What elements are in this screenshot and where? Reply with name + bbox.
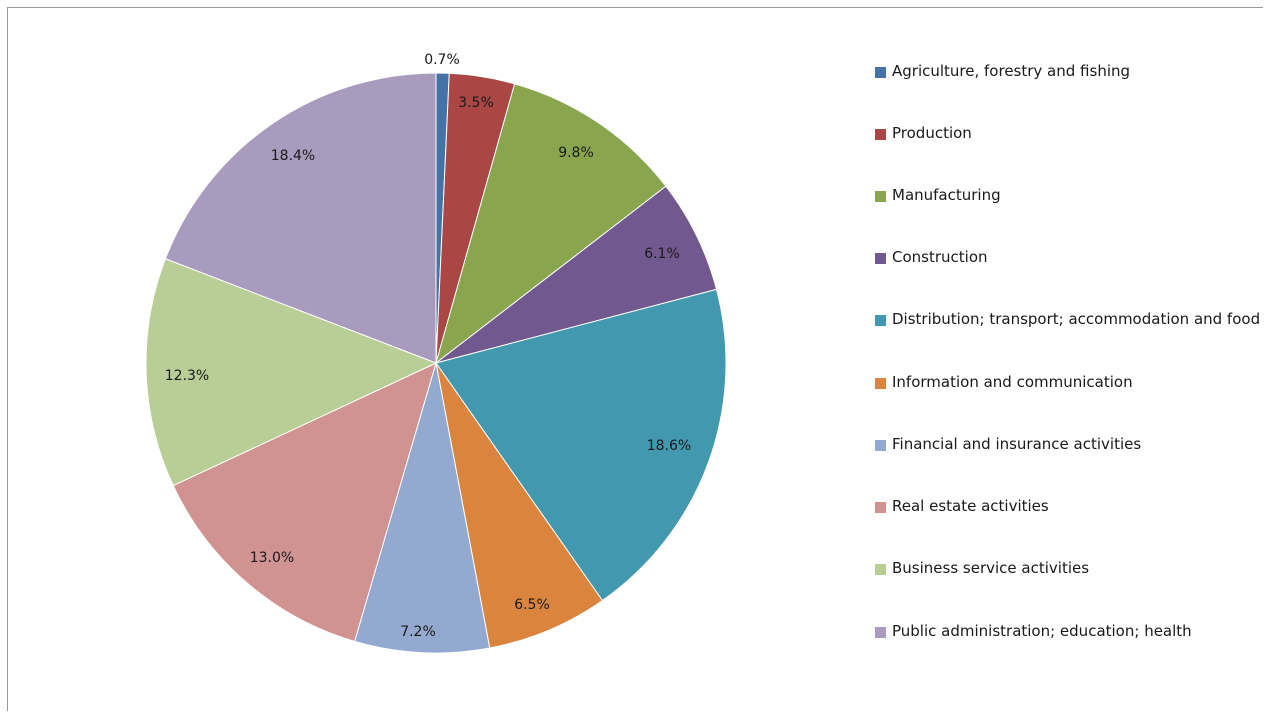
slice-value-label: 0.7%	[424, 52, 460, 68]
legend-swatch	[875, 191, 886, 202]
legend-swatch	[875, 440, 886, 451]
legend-label: Manufacturing	[892, 186, 1001, 204]
legend-label: Real estate activities	[892, 497, 1049, 515]
legend-swatch	[875, 129, 886, 140]
legend-item: Financial and insurance activities	[875, 432, 1261, 457]
legend-label: Business service activities	[892, 559, 1090, 577]
legend-label: Financial and insurance activities	[892, 435, 1142, 453]
legend-item: Production	[875, 121, 1261, 146]
slice-value-label: 9.8%	[558, 145, 594, 161]
legend-item: Real estate activities	[875, 494, 1261, 519]
pie-slice	[435, 362, 604, 649]
legend-label: Production	[892, 124, 972, 142]
legend-label: Agriculture, forestry and fishing	[892, 62, 1131, 80]
pie-slice	[354, 362, 491, 654]
legend-item: Public administration; education; health	[875, 619, 1261, 644]
legend-swatch	[875, 315, 886, 326]
pie-slice	[172, 362, 437, 642]
legend-label: Distribution; transport; accommodation a…	[892, 310, 1261, 328]
legend-item: Construction	[875, 245, 1261, 270]
slice-value-label: 6.1%	[644, 246, 680, 262]
legend-label: Public administration; education; health	[892, 622, 1192, 640]
legend-swatch	[875, 564, 886, 575]
legend-item: Distribution; transport; accommodation a…	[875, 307, 1261, 332]
legend-label: Construction	[892, 248, 988, 266]
legend-item: Information and communication	[875, 370, 1261, 395]
legend-label: Information and communication	[892, 373, 1133, 391]
legend-swatch	[875, 253, 886, 264]
pie-slice	[435, 83, 667, 365]
pie-slice	[164, 72, 437, 364]
pie-slice	[435, 288, 727, 602]
slice-value-label: 3.5%	[458, 95, 494, 111]
legend-swatch	[875, 67, 886, 78]
legend-swatch	[875, 502, 886, 513]
legend-swatch	[875, 627, 886, 638]
pie-slice	[145, 258, 438, 487]
legend-item: Business service activities	[875, 556, 1261, 581]
slice-value-label: 18.6%	[647, 438, 691, 454]
slice-value-label: 13.0%	[250, 550, 294, 566]
slice-value-label: 18.4%	[271, 148, 315, 164]
chart-area	[7, 7, 1263, 711]
slice-value-label: 12.3%	[165, 368, 209, 384]
legend-item: Manufacturing	[875, 183, 1261, 208]
pie-slice	[435, 185, 718, 364]
legend-item: Agriculture, forestry and fishing	[875, 59, 1261, 84]
legend-swatch	[875, 378, 886, 389]
slice-value-label: 6.5%	[514, 597, 550, 613]
slice-value-label: 7.2%	[400, 624, 436, 640]
